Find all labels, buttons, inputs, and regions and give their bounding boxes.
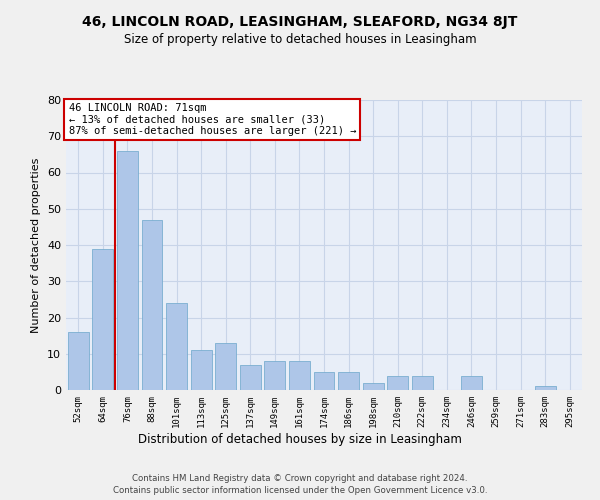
Bar <box>68 332 89 390</box>
Bar <box>191 350 212 390</box>
Text: 46, LINCOLN ROAD, LEASINGHAM, SLEAFORD, NG34 8JT: 46, LINCOLN ROAD, LEASINGHAM, SLEAFORD, … <box>82 15 518 29</box>
Bar <box>166 303 187 390</box>
Bar <box>92 248 113 390</box>
Bar <box>362 383 383 390</box>
Bar <box>215 343 236 390</box>
Bar <box>387 376 408 390</box>
Bar <box>142 220 163 390</box>
Text: Distribution of detached houses by size in Leasingham: Distribution of detached houses by size … <box>138 432 462 446</box>
Bar <box>240 364 261 390</box>
Text: Size of property relative to detached houses in Leasingham: Size of property relative to detached ho… <box>124 32 476 46</box>
Bar <box>289 361 310 390</box>
Text: Contains HM Land Registry data © Crown copyright and database right 2024.
Contai: Contains HM Land Registry data © Crown c… <box>113 474 487 495</box>
Bar <box>265 361 286 390</box>
Text: 46 LINCOLN ROAD: 71sqm
← 13% of detached houses are smaller (33)
87% of semi-det: 46 LINCOLN ROAD: 71sqm ← 13% of detached… <box>68 103 356 136</box>
Y-axis label: Number of detached properties: Number of detached properties <box>31 158 41 332</box>
Bar <box>117 151 138 390</box>
Bar <box>314 372 334 390</box>
Bar <box>412 376 433 390</box>
Bar <box>338 372 359 390</box>
Bar <box>461 376 482 390</box>
Bar <box>535 386 556 390</box>
